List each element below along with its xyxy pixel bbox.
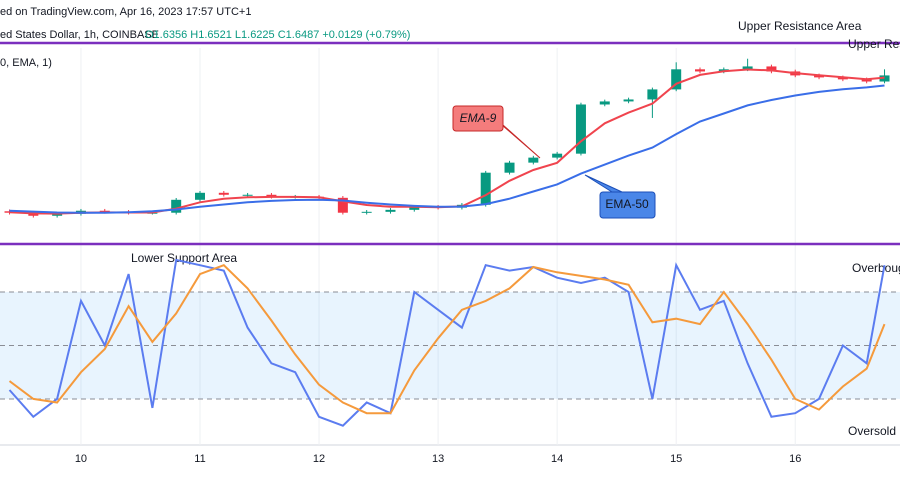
published: ed on TradingView.com, Apr 16, 2023 17:5… <box>0 6 251 18</box>
callout-pointer <box>584 174 623 193</box>
x-tick-label: 14 <box>551 453 563 465</box>
annotation: Overboug <box>852 261 900 275</box>
callout-pointer <box>494 118 541 159</box>
candle-body <box>766 66 777 72</box>
annotation: Upper Res <box>848 37 900 51</box>
candle-body <box>599 101 610 105</box>
candle-body <box>337 197 348 213</box>
indicator: 0, EMA, 1) <box>0 57 52 69</box>
candle-body <box>575 104 586 154</box>
series-line <box>8 258 886 427</box>
annotation: Lower Support Area <box>131 251 237 265</box>
x-tick-label: 11 <box>194 453 205 465</box>
candle-body <box>814 75 825 78</box>
series-line <box>8 264 886 415</box>
annotation: Upper Resistance Area <box>738 19 862 33</box>
callout-box <box>599 191 656 219</box>
candle-body <box>266 194 277 197</box>
candle-body <box>504 162 515 173</box>
symbol: ed States Dollar, 1h, COINBASE <box>0 29 159 41</box>
candle-body <box>623 99 634 102</box>
x-tick-label: 15 <box>670 453 682 465</box>
x-tick-label: 13 <box>432 453 444 465</box>
annotation: Oversold R <box>848 424 900 438</box>
candle-body <box>218 192 229 195</box>
candle-body <box>837 77 848 80</box>
candle-body <box>171 199 182 213</box>
callout-label: EMA-9 <box>460 111 497 125</box>
callout-box <box>452 105 504 132</box>
x-tick-label: 10 <box>75 453 87 465</box>
candle-body <box>195 192 205 200</box>
x-tick-label: 16 <box>789 453 801 465</box>
candle-body <box>695 69 705 72</box>
candle-body <box>409 206 420 210</box>
candle-body <box>361 211 372 213</box>
callout-label: EMA-50 <box>605 197 649 211</box>
ema9-callout: EMA-9 <box>452 105 541 159</box>
candle-body <box>480 172 491 205</box>
candle-body <box>528 157 539 163</box>
candle-body <box>385 209 396 212</box>
series-line <box>9 84 885 214</box>
candle-body <box>99 210 110 212</box>
candle-body <box>742 66 753 70</box>
candle-body <box>552 153 563 158</box>
candle-body <box>671 69 682 90</box>
candle-body <box>242 194 253 196</box>
candle-body <box>861 79 872 82</box>
x-tick-label: 12 <box>313 453 325 465</box>
ohlc: O1.6356 H1.6521 L1.6225 C1.6487 +0.0129 … <box>145 29 410 41</box>
candle-body <box>647 89 658 100</box>
ema50-callout: EMA-50 <box>584 174 656 219</box>
candle-body <box>52 213 63 216</box>
